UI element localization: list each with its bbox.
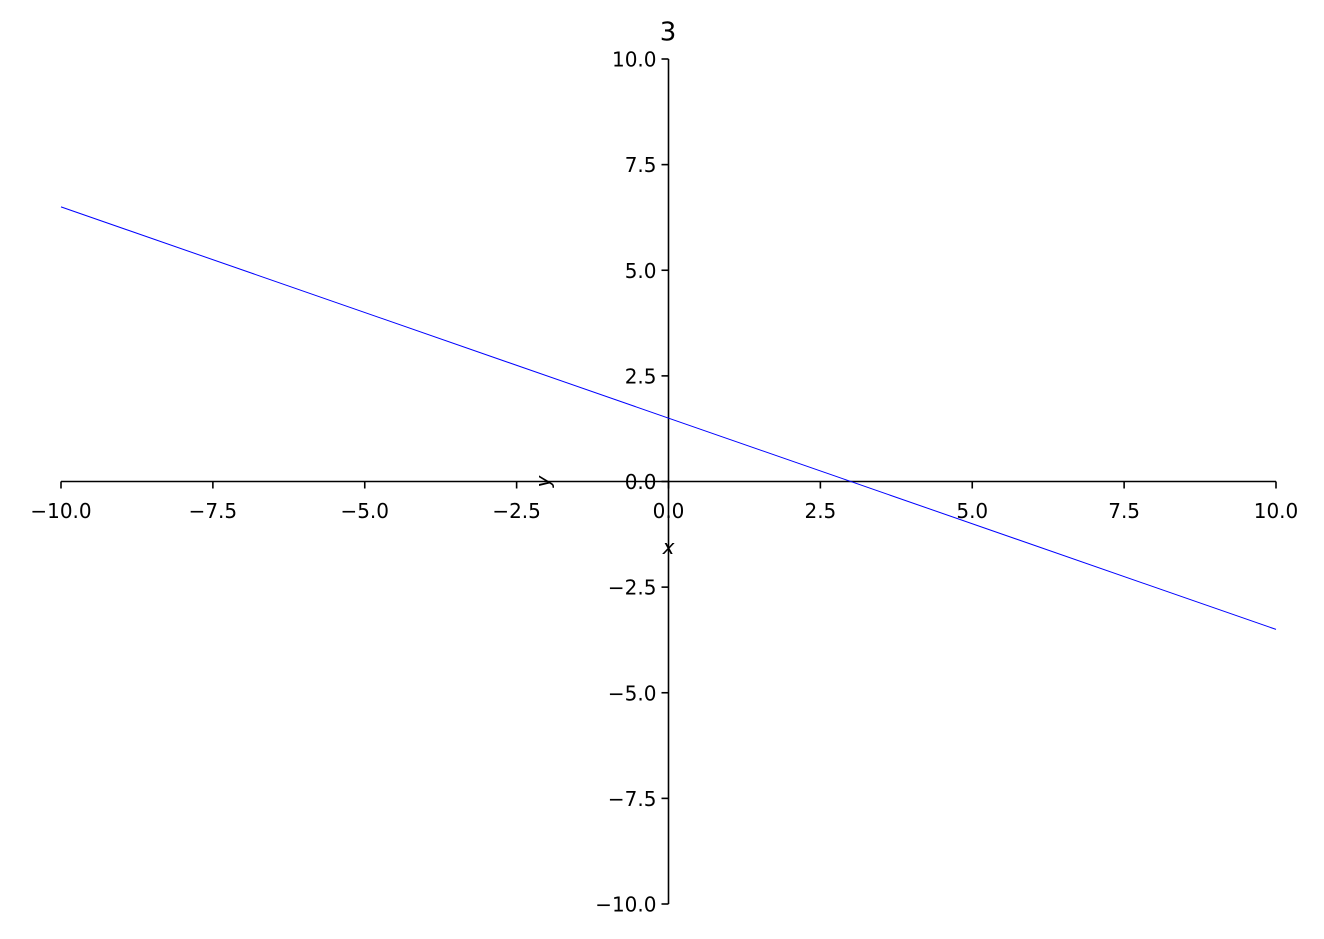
x-tick-label: −5.0	[340, 499, 389, 523]
x-tick-label: −10.0	[30, 499, 91, 523]
x-tick-label: −7.5	[189, 499, 238, 523]
x-tick-label: 10.0	[1254, 499, 1299, 523]
x-tick-label: −2.5	[492, 499, 541, 523]
x-axis-label: x	[662, 535, 675, 559]
y-tick-label: 10.0	[612, 48, 657, 72]
y-tick-label: −7.5	[608, 787, 657, 811]
y-tick-label: 2.5	[625, 364, 657, 388]
y-tick-label: −5.0	[608, 681, 657, 705]
y-tick-label: −10.0	[595, 893, 656, 917]
y-tick-label: 5.0	[625, 259, 657, 283]
x-tick-label: 5.0	[956, 499, 988, 523]
y-tick-label: 7.5	[625, 153, 657, 177]
y-axis-label: y	[531, 474, 555, 488]
chart-title: 3	[660, 18, 677, 48]
y-tick-label: 0.0	[625, 470, 657, 494]
x-tick-label: 7.5	[1108, 499, 1140, 523]
data-line	[60, 206, 1277, 630]
y-tick-label: −2.5	[608, 576, 657, 600]
x-tick-label: 0.0	[653, 499, 685, 523]
x-tick-label: 2.5	[804, 499, 836, 523]
